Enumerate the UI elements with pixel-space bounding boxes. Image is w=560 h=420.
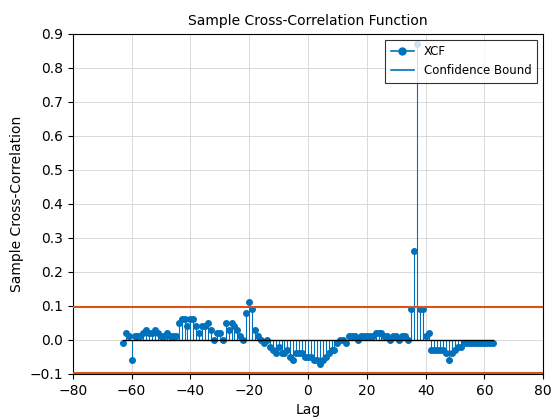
X-axis label: Lag: Lag [295, 403, 321, 417]
Y-axis label: Sample Cross-Correlation: Sample Cross-Correlation [10, 116, 24, 292]
Title: Sample Cross-Correlation Function: Sample Cross-Correlation Function [188, 14, 428, 28]
Legend: XCF, Confidence Bound: XCF, Confidence Bound [385, 39, 537, 83]
